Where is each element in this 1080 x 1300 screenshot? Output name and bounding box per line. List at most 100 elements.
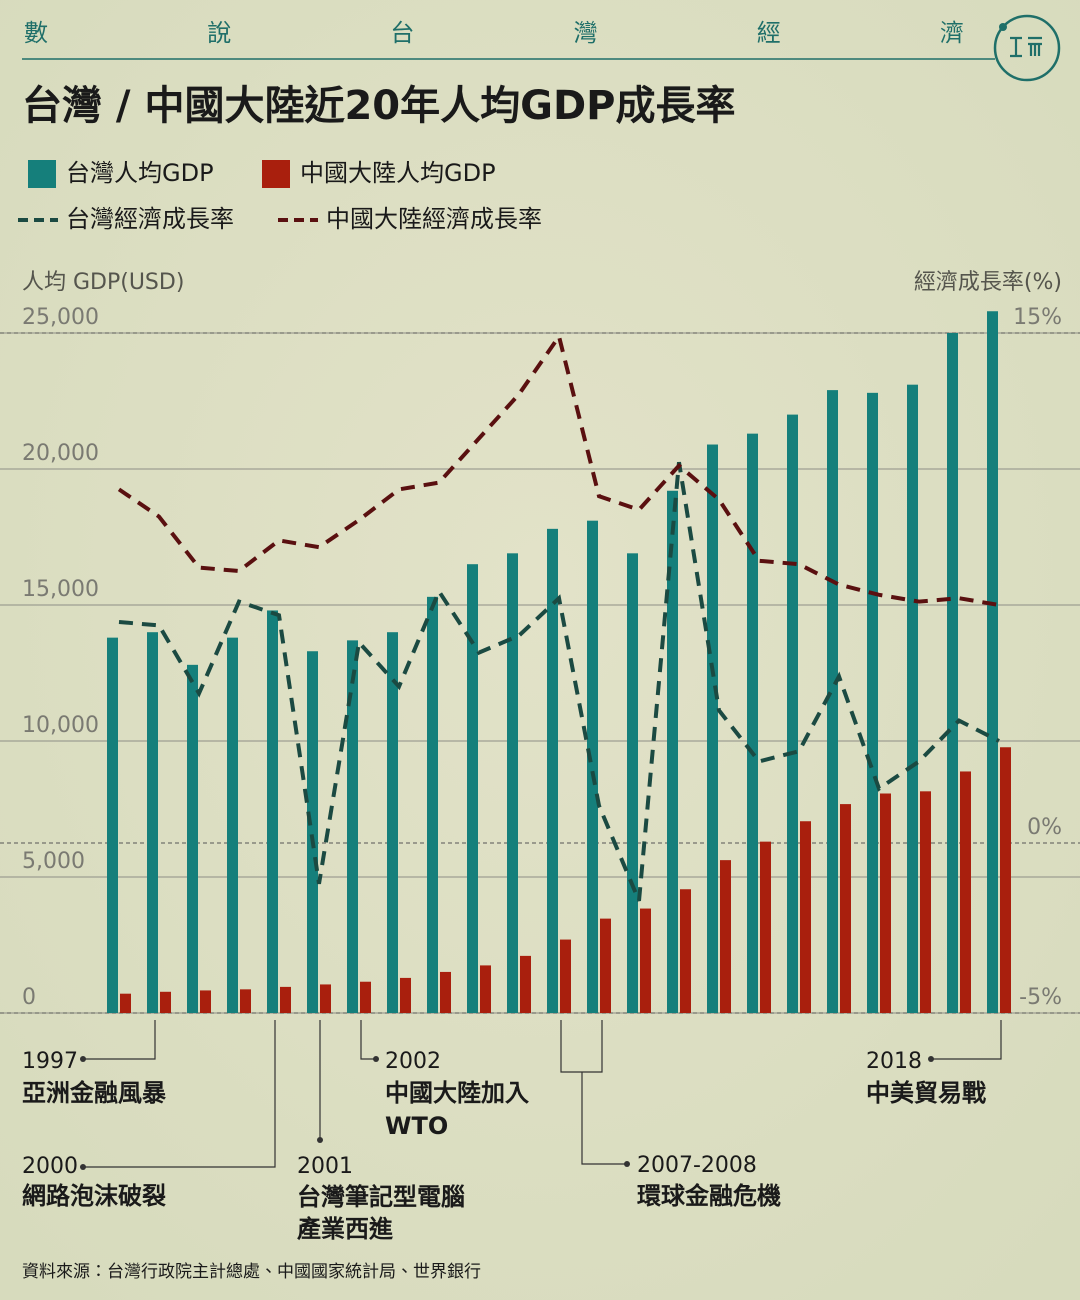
bar — [560, 939, 571, 1013]
annotation-connector — [83, 1020, 156, 1060]
bar — [867, 392, 878, 1014]
bar — [347, 640, 358, 1013]
y2-tick-label: 15% — [1013, 305, 1062, 330]
line-series — [118, 461, 1000, 902]
bar — [987, 311, 998, 1013]
bar — [707, 444, 718, 1013]
legend-swatch — [262, 160, 290, 188]
annotation-year: 2002 — [385, 1049, 441, 1074]
annotation-connector — [83, 1020, 276, 1168]
bar — [960, 771, 971, 1013]
annotation-dot — [624, 1161, 630, 1167]
bar — [880, 793, 891, 1013]
annotation-label: 台灣筆記型電腦 — [297, 1183, 465, 1211]
bar — [600, 918, 611, 1013]
annotation-label: 中國大陸加入 — [385, 1079, 529, 1107]
annotation-connector — [560, 1020, 627, 1165]
annotation-year: 2018 — [866, 1049, 922, 1074]
bar — [760, 841, 771, 1013]
bar — [1000, 747, 1011, 1013]
bar — [147, 632, 158, 1013]
annotation-dot — [373, 1056, 379, 1062]
bar — [627, 553, 638, 1013]
bar — [427, 596, 438, 1013]
plot-area: 0 5,000 10,000 15,000 20,000 25,000 -5% 0% 15% — [0, 305, 1080, 1014]
annotation-year: 1997 — [22, 1049, 78, 1074]
y2-axis-title: 經濟成長率(%) — [914, 270, 1062, 295]
bar — [667, 490, 678, 1013]
annotation-label: 網路泡沫破裂 — [22, 1182, 166, 1210]
bar — [320, 984, 331, 1013]
annotation-connector — [360, 1020, 376, 1060]
bar — [747, 433, 758, 1013]
chart-title: 台灣 / 中國大陸近20年人均GDP成長率 — [22, 83, 735, 129]
logo-glyph — [1010, 36, 1042, 58]
logo-dot — [999, 23, 1007, 31]
annotation-dot — [80, 1164, 86, 1170]
annotation-label: 產業西進 — [297, 1215, 394, 1243]
bar — [920, 791, 931, 1013]
bar — [480, 965, 491, 1013]
annotation-year: 2000 — [22, 1154, 78, 1179]
bar — [280, 986, 291, 1013]
bar — [387, 632, 398, 1013]
y-tick-label: 25,000 — [22, 305, 99, 330]
bar — [307, 651, 318, 1013]
y-tick-label: 20,000 — [22, 441, 99, 466]
bar — [827, 390, 838, 1013]
bar — [840, 804, 851, 1013]
bar — [640, 908, 651, 1013]
y-tick-label: 10,000 — [22, 713, 99, 738]
y-tick-label: 0 — [22, 985, 36, 1010]
bar — [507, 553, 518, 1013]
line-series — [117, 331, 1000, 607]
logo — [993, 14, 1061, 82]
source: 資料來源：台灣行政院主計總處、中國國家統計局、世界銀行 — [22, 1262, 481, 1282]
bar — [360, 981, 371, 1013]
bar — [947, 333, 958, 1013]
annotation-label: WTO — [385, 1112, 448, 1140]
bar — [400, 977, 411, 1013]
annotation-connector — [931, 1020, 1002, 1060]
annotation-year: 2001 — [297, 1154, 353, 1179]
annotation-label: 亞洲金融風暴 — [22, 1079, 167, 1107]
legend-label: 台灣人均GDP — [66, 159, 214, 187]
y2-tick-label: 0% — [1027, 815, 1062, 840]
annotations: 1997 亞洲金融風暴 2000 網路泡沫破裂 2001 台灣筆記型電腦 產業西… — [22, 1020, 1002, 1243]
bar — [267, 610, 278, 1013]
bar — [787, 414, 798, 1014]
legend-swatch — [28, 160, 56, 188]
bar — [120, 993, 131, 1013]
annotation-year: 2007-2008 — [637, 1153, 757, 1178]
bar — [440, 971, 451, 1013]
bar — [200, 990, 211, 1013]
annotation-dot — [928, 1056, 934, 1062]
bar — [907, 384, 918, 1013]
bar — [160, 991, 171, 1013]
bar — [187, 664, 198, 1013]
bar — [227, 637, 238, 1013]
bar — [800, 821, 811, 1013]
legend: 台灣人均GDP 中國大陸人均GDP 台灣經濟成長率 中國大陸經濟成長率 — [18, 159, 542, 233]
annotation-label: 中美貿易戰 — [866, 1079, 986, 1107]
bar — [547, 528, 558, 1013]
bar — [107, 637, 118, 1013]
bar — [520, 955, 531, 1013]
bar — [720, 860, 731, 1013]
bar — [467, 564, 478, 1013]
bar — [240, 989, 251, 1013]
legend-label: 台灣經濟成長率 — [66, 205, 234, 233]
bar — [587, 520, 598, 1013]
legend-label: 中國大陸人均GDP — [300, 159, 496, 187]
y-tick-label: 15,000 — [22, 577, 99, 602]
y2-tick-label: -5% — [1019, 985, 1062, 1010]
annotation-dot — [80, 1056, 86, 1062]
legend-label: 中國大陸經濟成長率 — [326, 205, 542, 233]
annotation-dot — [317, 1137, 323, 1143]
y-tick-label: 5,000 — [22, 849, 85, 874]
bar — [680, 889, 691, 1013]
annotation-label: 環球金融危機 — [637, 1182, 781, 1210]
y-axis-title: 人均 GDP(USD) — [22, 270, 184, 295]
